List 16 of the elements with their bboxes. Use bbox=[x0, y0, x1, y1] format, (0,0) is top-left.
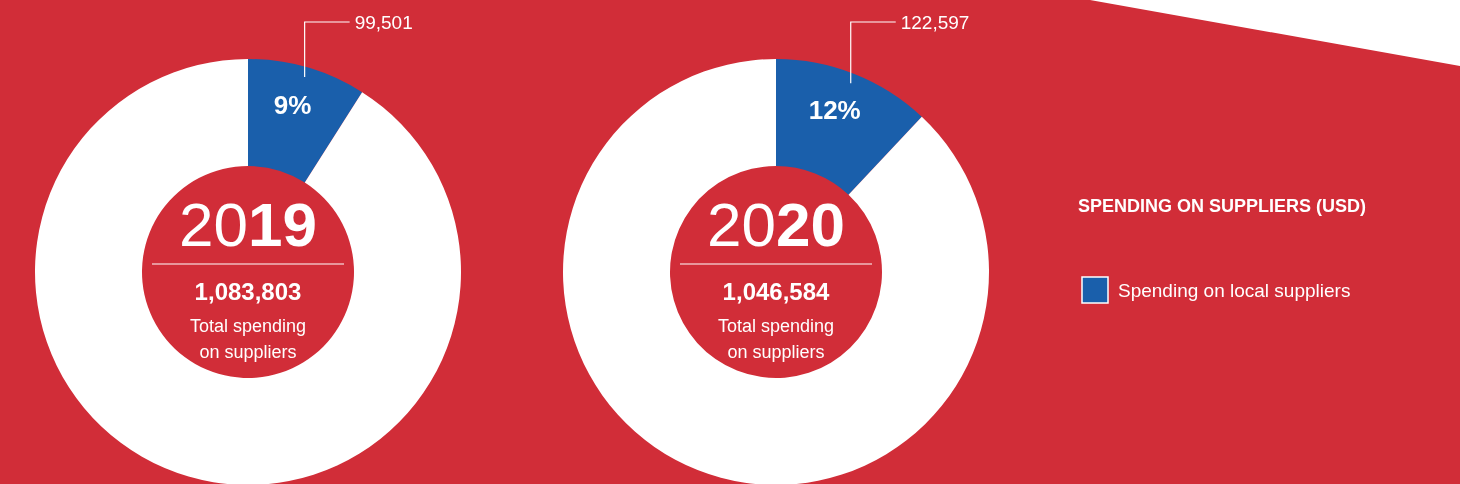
data-label: 9% bbox=[273, 89, 312, 120]
text: 2020 bbox=[707, 190, 845, 259]
legend-title: SPENDING ON SUPPLIERS (USD) bbox=[1078, 196, 1367, 216]
text: 2019 bbox=[179, 190, 317, 259]
donut-slice bbox=[563, 59, 989, 484]
text: Total spending on suppliers bbox=[189, 316, 307, 362]
donut-slice bbox=[35, 59, 461, 484]
text: 99,501 bbox=[354, 11, 413, 33]
donut-slice bbox=[776, 59, 922, 195]
text: 122,597 bbox=[900, 11, 970, 33]
text: 1,083,803 bbox=[194, 278, 302, 305]
legend-label: Spending on local suppliers bbox=[1118, 279, 1351, 301]
data-label: 12% bbox=[808, 94, 861, 125]
donut-slice bbox=[248, 59, 363, 183]
text: Total spending on suppliers bbox=[717, 316, 835, 362]
text: 1,046,584 bbox=[722, 278, 831, 305]
